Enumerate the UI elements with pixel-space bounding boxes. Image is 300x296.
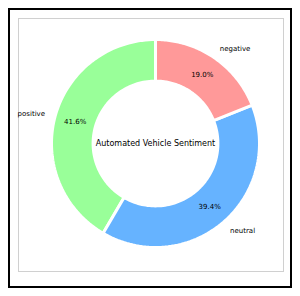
svg-text:negative: negative [220,45,251,53]
svg-text:39.4%: 39.4% [199,203,222,211]
svg-text:41.6%: 41.6% [64,118,87,126]
svg-text:positive: positive [18,110,45,118]
svg-text:Automated Vehicle Sentiment: Automated Vehicle Sentiment [96,139,215,148]
svg-text:neutral: neutral [230,226,255,234]
svg-text:19.0%: 19.0% [191,71,214,79]
